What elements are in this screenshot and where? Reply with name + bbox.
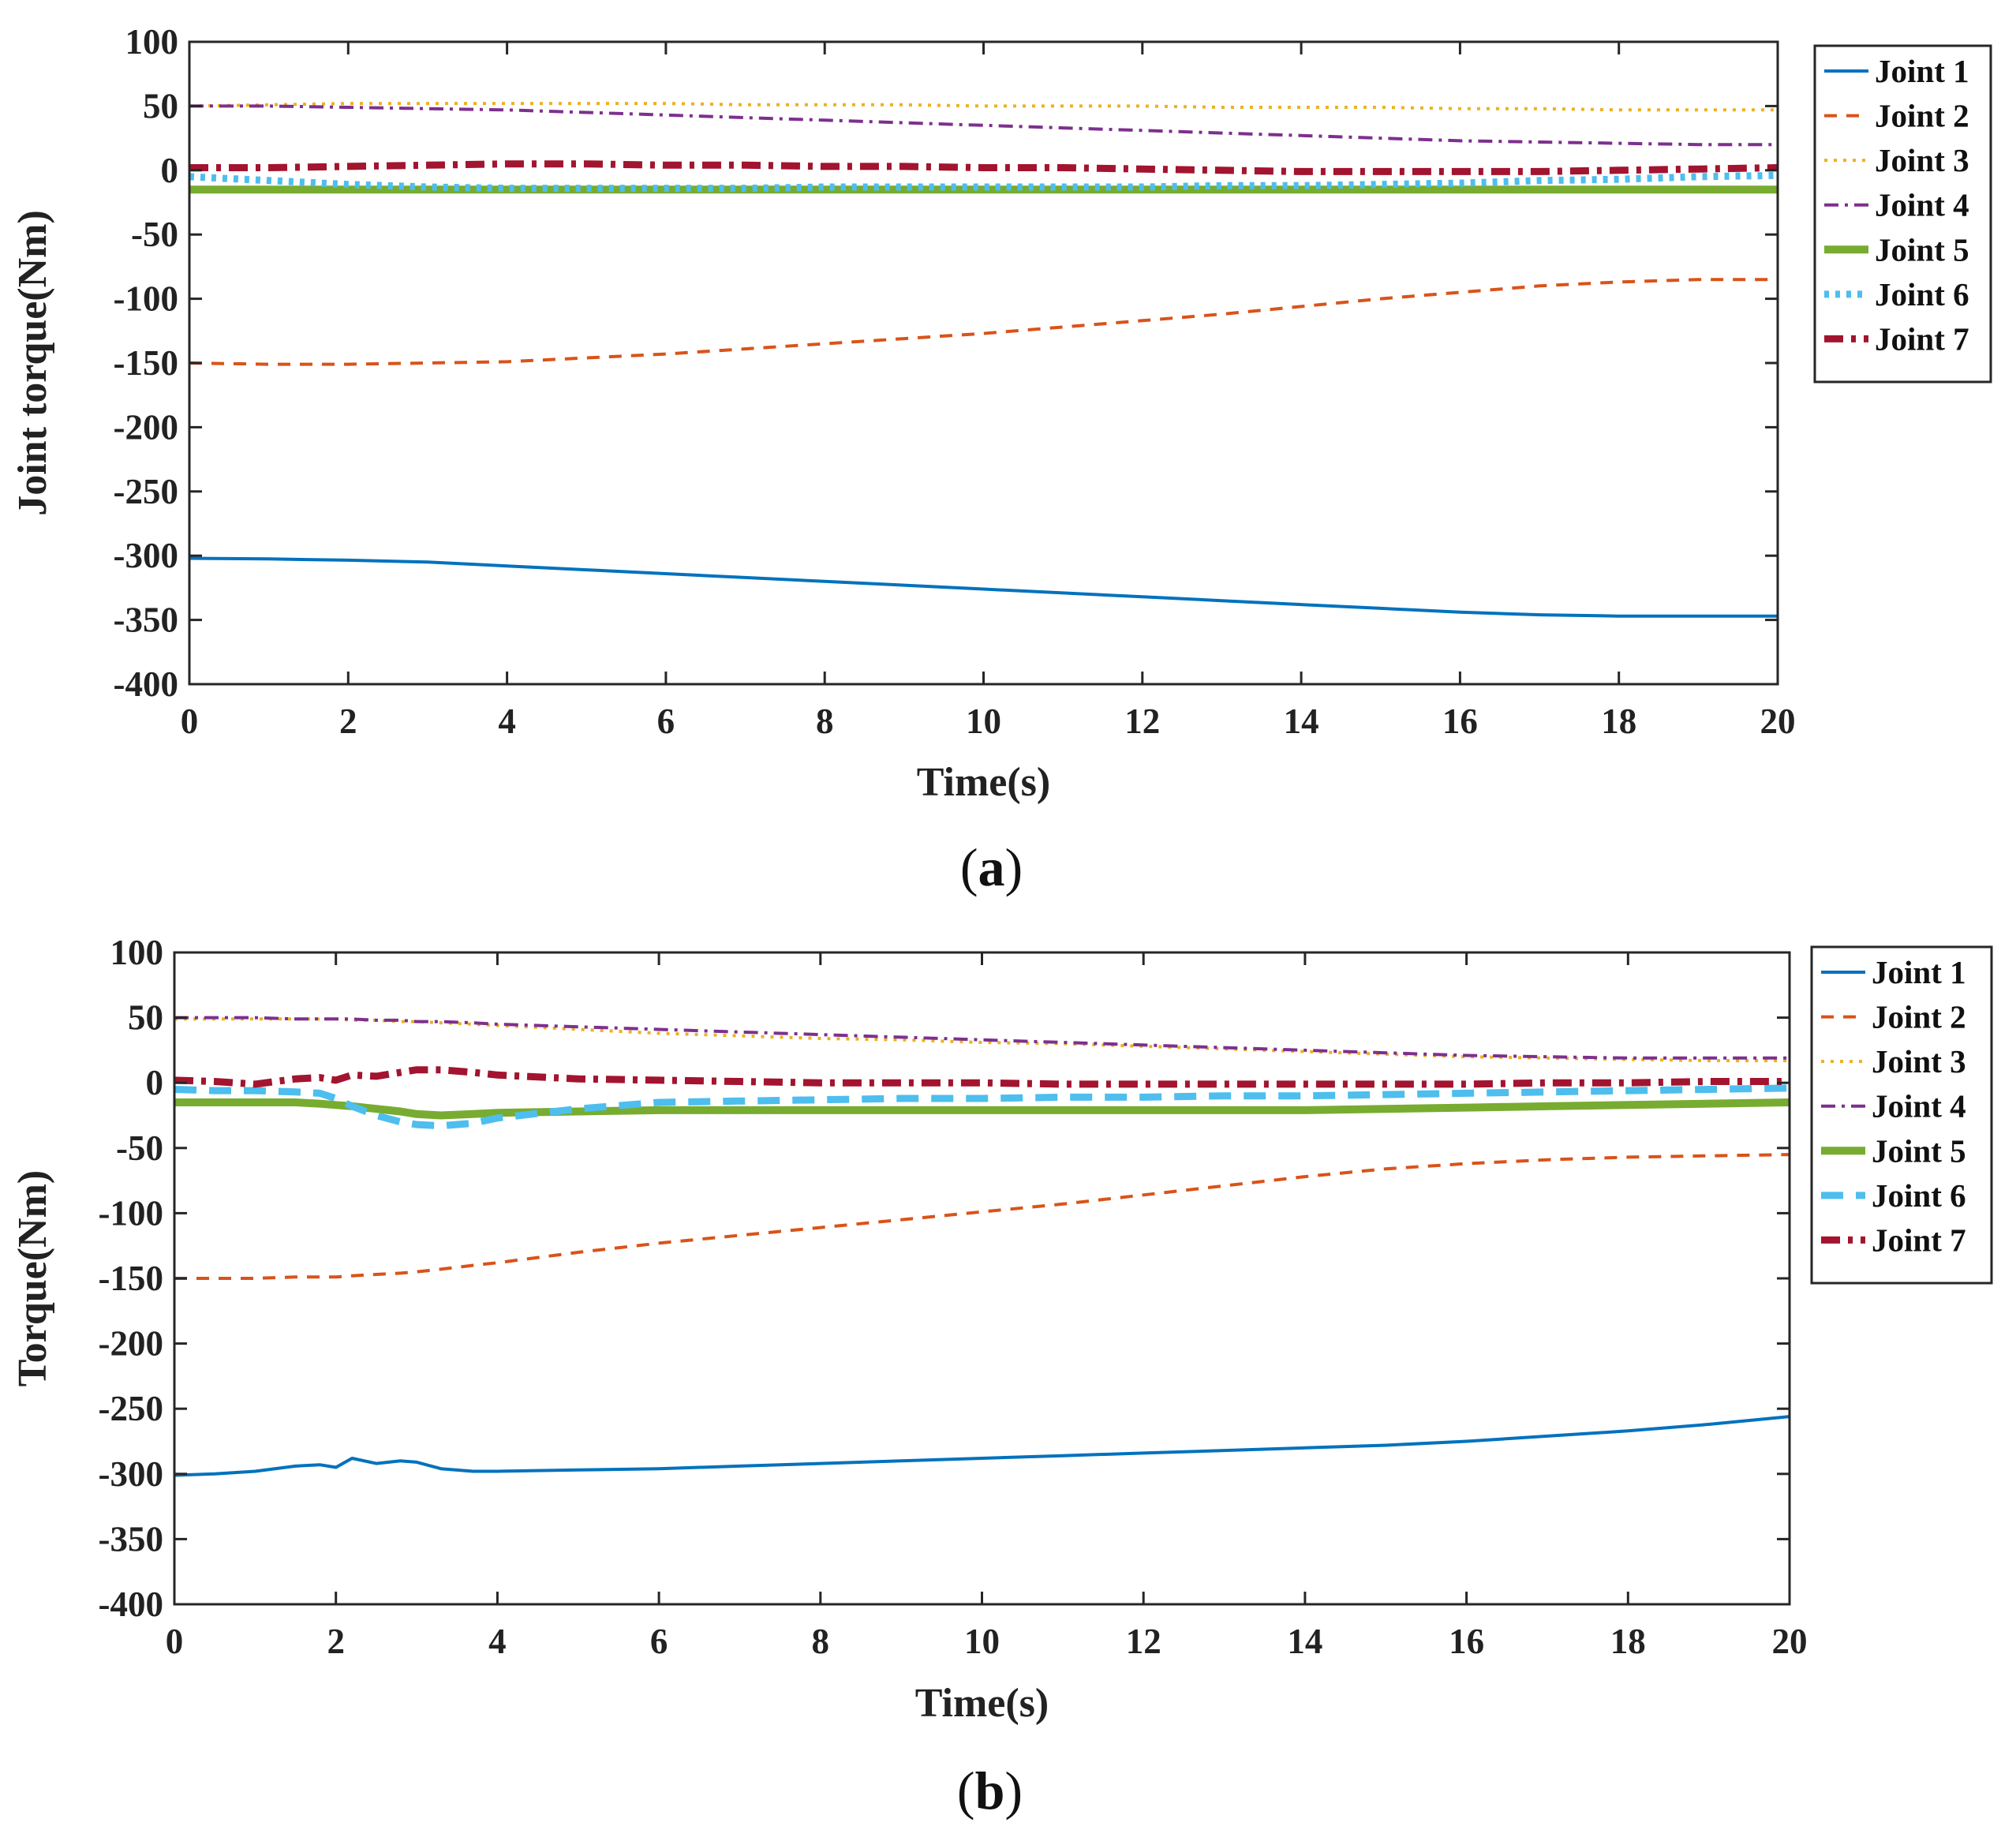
chart-panel-a: 0 2 4 6 8 10 12 14 16 18 20 100 50 0 -50 -100 -150 -200 -2… — [10, 22, 1992, 897]
legend-label-joint-7: Joint 7 — [1875, 320, 1969, 357]
x-tick-label: 12 — [1124, 702, 1160, 741]
series-line-joint-7 — [174, 1066, 1790, 1088]
panel-caption: (b) — [957, 1761, 1023, 1820]
legend-label-joint-1: Joint 1 — [1872, 954, 1966, 990]
x-tick-label: 20 — [1760, 702, 1796, 741]
x-tick-label: 8 — [812, 1622, 830, 1661]
legend-box — [1810, 945, 1993, 1285]
series-line-joint-6 — [174, 1084, 1790, 1130]
series-line-joint-2 — [174, 1153, 1790, 1280]
legend-label-joint-5: Joint 5 — [1872, 1132, 1966, 1169]
x-tick-label: 18 — [1610, 1622, 1646, 1661]
x-tick-label: 0 — [166, 1622, 184, 1661]
legend-label-joint-1: Joint 1 — [1875, 53, 1969, 89]
y-tick-label: -400 — [114, 664, 179, 704]
y-tick-label: -100 — [114, 279, 179, 319]
panel-caption-letter: a — [978, 837, 1005, 897]
x-tick-label: 4 — [488, 1622, 507, 1661]
series-line-joint-7 — [189, 160, 1778, 175]
y-tick-label: -250 — [114, 472, 179, 511]
x-tick-label: 4 — [498, 702, 516, 741]
y-tick-label: 0 — [146, 1063, 164, 1102]
y-tick-label: -100 — [99, 1193, 164, 1233]
y-tick-label: -150 — [99, 1259, 164, 1298]
x-tick-label: 18 — [1601, 702, 1636, 741]
y-tick-label: 100 — [110, 933, 164, 972]
x-tick-label: 12 — [1126, 1622, 1161, 1661]
y-tick-label: -50 — [116, 1128, 163, 1168]
series-line-joint-4 — [174, 1016, 1790, 1060]
y-tick-label: -300 — [114, 536, 179, 575]
legend-label-joint-4: Joint 4 — [1872, 1088, 1966, 1124]
legend: Joint 1 Joint 2 Joint 3 Joint 4 Joint 5 Joint… — [1810, 945, 1993, 1285]
series-line-joint-1 — [189, 556, 1778, 618]
panel-caption-letter: b — [975, 1761, 1005, 1820]
series-line-joint-5 — [174, 1098, 1790, 1120]
series-line-joint-2 — [189, 278, 1778, 366]
x-tick-label: 2 — [339, 702, 357, 741]
y-tick-label: 0 — [161, 151, 179, 190]
x-axis-label: Time(s) — [917, 760, 1050, 805]
x-tick-label: 14 — [1287, 1622, 1322, 1661]
legend-label-joint-2: Joint 2 — [1875, 98, 1969, 134]
x-tick-label: 6 — [650, 1622, 668, 1661]
x-tick-label: 8 — [816, 702, 834, 741]
x-tick-label: 10 — [966, 702, 1001, 741]
x-tick-label: 6 — [657, 702, 675, 741]
series-line-joint-3 — [174, 1017, 1790, 1063]
legend-label-joint-3: Joint 3 — [1875, 142, 1969, 178]
y-tick-label: -350 — [114, 601, 179, 640]
y-tick-label: -350 — [99, 1519, 164, 1558]
y-tick-label: -50 — [131, 215, 178, 254]
legend-label-joint-5: Joint 5 — [1875, 231, 1969, 268]
x-tick-label: 20 — [1772, 1622, 1808, 1661]
legend: Joint 1 Joint 2 Joint 3 Joint 4 Joint 5 Joint… — [1813, 44, 1992, 384]
legend-label-joint-7: Joint 7 — [1872, 1222, 1966, 1258]
y-tick-label: -400 — [99, 1585, 164, 1624]
y-tick-label: -250 — [99, 1389, 164, 1428]
series-line-joint-1 — [174, 1415, 1790, 1477]
y-tick-label: 100 — [125, 22, 179, 62]
y-tick-label: 50 — [128, 998, 163, 1038]
x-tick-label: 16 — [1449, 1622, 1484, 1661]
y-tick-label: -200 — [114, 407, 179, 447]
chart-panel-b: 0 2 4 6 8 10 12 14 16 18 20 100 50 0 -50 -100 -150 -200 -2… — [10, 933, 1993, 1820]
y-tick-label: -300 — [99, 1454, 164, 1494]
x-tick-label: 0 — [181, 702, 199, 741]
legend-label-joint-3: Joint 3 — [1872, 1043, 1966, 1080]
x-tick-label: 2 — [327, 1622, 345, 1661]
x-tick-label: 10 — [964, 1622, 1000, 1661]
plot-area-frame — [173, 951, 1791, 1606]
series-line-joint-3 — [189, 102, 1778, 112]
x-axis-label: Time(s) — [915, 1681, 1049, 1726]
y-tick-label: -200 — [99, 1324, 164, 1364]
legend-label-joint-6: Joint 6 — [1872, 1177, 1966, 1214]
y-tick-label: 50 — [143, 86, 178, 125]
y-axis-label: Joint torque(Nm) — [10, 210, 55, 516]
y-axis-label: Torque(Nm) — [10, 1170, 55, 1386]
legend-label-joint-2: Joint 2 — [1872, 999, 1966, 1035]
series-lines — [189, 102, 1778, 618]
series-lines — [174, 1016, 1790, 1477]
x-tick-label: 16 — [1442, 702, 1478, 741]
legend-box — [1813, 44, 1992, 384]
panel-caption: (a) — [960, 837, 1023, 897]
legend-label-joint-4: Joint 4 — [1875, 187, 1969, 223]
x-tick-label: 14 — [1284, 702, 1319, 741]
y-tick-label: -150 — [114, 343, 179, 383]
legend-label-joint-6: Joint 6 — [1875, 276, 1969, 312]
series-line-joint-4 — [189, 104, 1778, 147]
